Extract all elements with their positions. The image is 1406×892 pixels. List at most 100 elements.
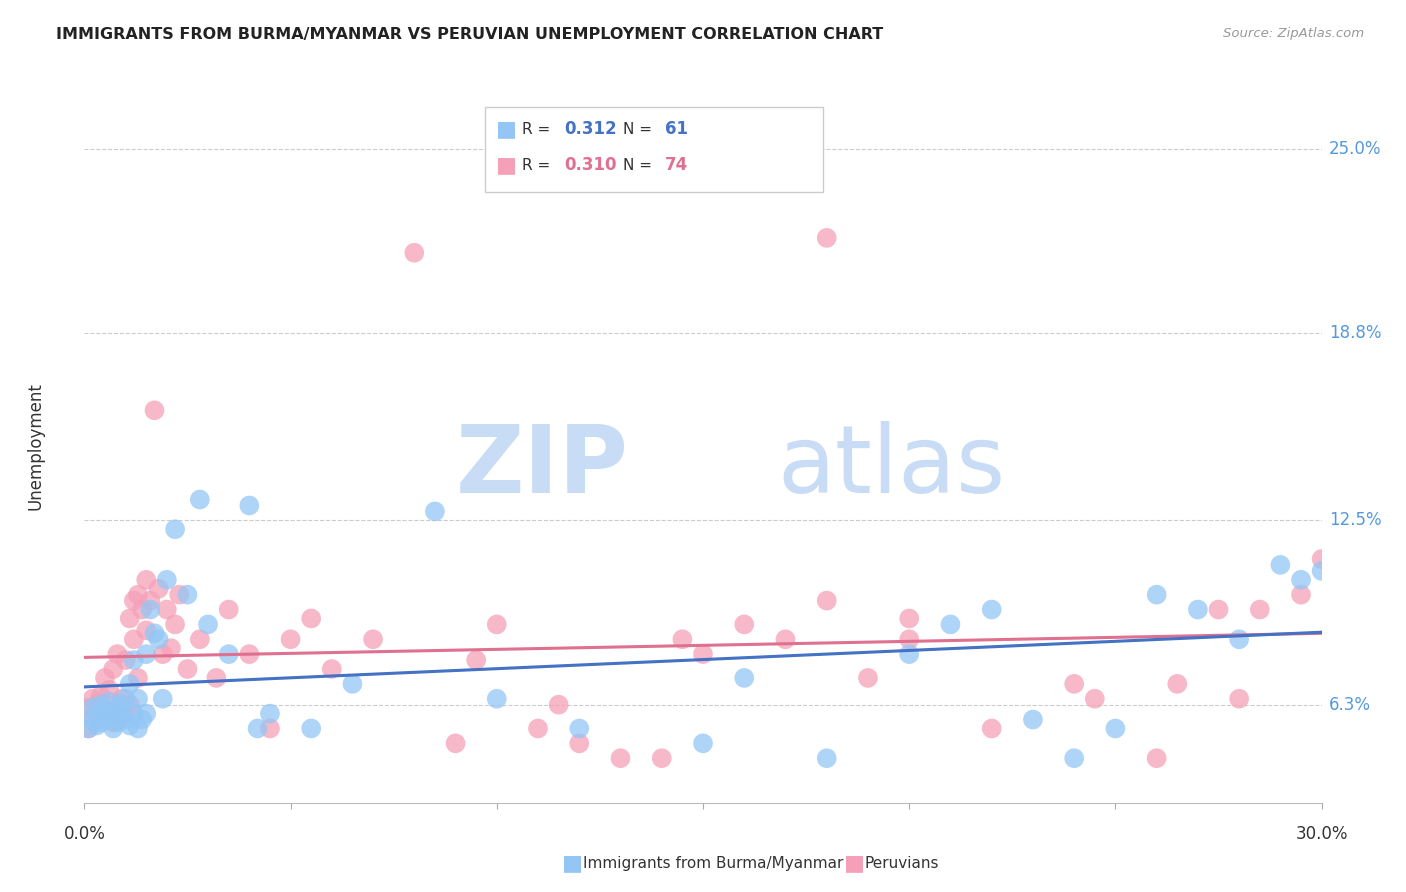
Point [238, 499, 260, 513]
Point [110, 698, 132, 712]
Point [485, 617, 508, 632]
Point [1146, 588, 1168, 602]
Text: 12.5%: 12.5% [1329, 511, 1381, 529]
Text: ZIP: ZIP [456, 421, 628, 514]
Point [118, 698, 141, 712]
Point [90, 713, 112, 727]
Text: R =: R = [522, 122, 555, 136]
Text: Peruvians: Peruvians [865, 856, 939, 871]
Point [1104, 722, 1126, 736]
Point [980, 602, 1002, 616]
Point [733, 671, 755, 685]
Point [127, 671, 149, 685]
Point [898, 611, 921, 625]
Point [135, 706, 157, 721]
Point [114, 706, 136, 721]
Point [103, 715, 125, 730]
Point [103, 662, 125, 676]
Point [139, 593, 162, 607]
Point [90, 689, 112, 703]
Point [94, 704, 117, 718]
Point [98, 706, 121, 721]
Point [118, 677, 141, 691]
Text: 6.3%: 6.3% [1329, 696, 1371, 714]
Point [122, 706, 145, 721]
Point [280, 632, 302, 647]
Point [90, 698, 112, 712]
Point [105, 715, 128, 730]
Point [1310, 564, 1333, 578]
Point [342, 677, 364, 691]
Point [1310, 552, 1333, 566]
Point [1270, 558, 1292, 572]
Text: ■: ■ [496, 155, 517, 175]
Point [122, 653, 145, 667]
Point [77, 700, 100, 714]
Text: 18.8%: 18.8% [1329, 324, 1381, 342]
Point [86, 706, 108, 721]
Text: R =: R = [522, 158, 555, 172]
Point [259, 706, 281, 721]
Point [568, 722, 591, 736]
Point [103, 706, 125, 721]
Point [299, 611, 322, 625]
Point [156, 602, 179, 616]
Point [188, 492, 211, 507]
Text: ■: ■ [496, 120, 517, 139]
Point [246, 722, 269, 736]
Point [1022, 713, 1045, 727]
Point [82, 709, 104, 723]
Point [114, 653, 136, 667]
Point [609, 751, 631, 765]
Point [1146, 751, 1168, 765]
Point [135, 573, 157, 587]
Point [1249, 602, 1271, 616]
Point [127, 722, 149, 736]
Point [465, 653, 488, 667]
Text: 25.0%: 25.0% [1329, 140, 1381, 158]
Point [122, 632, 145, 647]
Point [135, 624, 157, 638]
Point [692, 647, 714, 661]
Point [775, 632, 797, 647]
Point [1084, 691, 1107, 706]
Text: Unemployment: Unemployment [27, 382, 44, 510]
Point [527, 722, 550, 736]
Point [1227, 632, 1250, 647]
Point [205, 671, 228, 685]
Point [143, 403, 166, 417]
Point [94, 671, 117, 685]
Point [423, 504, 446, 518]
Point [176, 588, 198, 602]
Point [939, 617, 962, 632]
Point [361, 632, 384, 647]
Point [118, 611, 141, 625]
Text: N =: N = [623, 122, 657, 136]
Point [1227, 691, 1250, 706]
Point [82, 713, 104, 727]
Point [152, 691, 174, 706]
Text: atlas: atlas [778, 421, 1005, 514]
Point [547, 698, 569, 712]
Point [692, 736, 714, 750]
Point [485, 691, 508, 706]
Point [156, 573, 179, 587]
Text: Immigrants from Burma/Myanmar: Immigrants from Burma/Myanmar [583, 856, 844, 871]
Point [105, 647, 128, 661]
Text: N =: N = [623, 158, 657, 172]
Point [152, 647, 174, 661]
Point [898, 632, 921, 647]
Point [98, 713, 121, 727]
Point [259, 722, 281, 736]
Point [1063, 677, 1085, 691]
Text: ■: ■ [562, 854, 583, 873]
Point [188, 632, 211, 647]
Point [218, 602, 240, 616]
Point [568, 736, 591, 750]
Point [197, 617, 219, 632]
Point [131, 602, 153, 616]
Point [651, 751, 673, 765]
Point [176, 662, 198, 676]
Point [404, 245, 426, 260]
Point [980, 722, 1002, 736]
